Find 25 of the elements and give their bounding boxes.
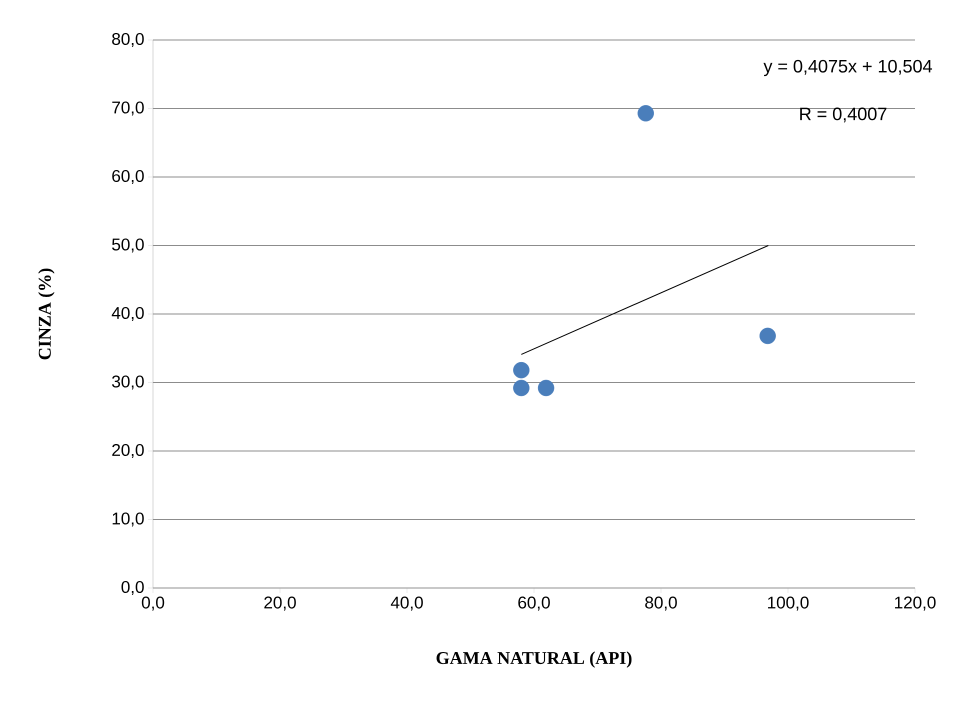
- y-tick-label: 40,0: [112, 306, 144, 322]
- y-tick-label: 10,0: [112, 512, 144, 527]
- point: [538, 380, 554, 396]
- y-tick-label: 80,0: [112, 32, 144, 48]
- x-tick-label: 80,0: [645, 596, 677, 611]
- point: [638, 105, 654, 122]
- y-axis-title: CINZA (%): [38, 268, 55, 360]
- point: [513, 380, 530, 396]
- y-tick-label: 50,0: [112, 238, 144, 253]
- y-tick-label: 20,0: [112, 444, 144, 458]
- y-tick-label: 30,0: [112, 375, 144, 390]
- annotation: y = 0,4075x + 10,504: [763, 60, 932, 76]
- x-tick-label: 60,0: [518, 596, 550, 611]
- x-tick-label: 0,0: [142, 596, 164, 611]
- x-tick-label: 40,0: [390, 596, 423, 611]
- y-tick-label: 70,0: [112, 101, 144, 116]
- annotation: R = 0,4007: [800, 108, 886, 122]
- x-tick-label: 20,0: [264, 596, 296, 611]
- y-tick-label: 0,0: [122, 580, 144, 596]
- point: [759, 328, 776, 344]
- point: [513, 362, 530, 378]
- x-tick-label: 120,0: [895, 596, 936, 611]
- x-tick-label: 100,0: [768, 596, 809, 611]
- y-tick-label: 60,0: [112, 170, 144, 184]
- x-axis-title: GAMA NATURAL (API): [436, 651, 632, 668]
